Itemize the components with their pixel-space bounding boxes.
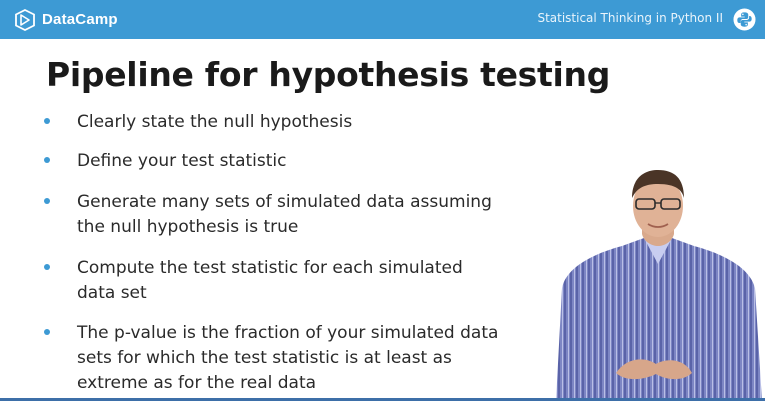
bullet-text: Compute the test statistic for each simu… [77,258,463,303]
bullet-dot-icon [44,264,50,270]
list-item: Define your test statistic [44,149,517,174]
bullet-text: Clearly state the null hypothesis [77,112,353,132]
progress-strip [0,398,765,401]
bullet-text: Define your test statistic [77,151,287,171]
bullet-dot-icon [44,118,50,124]
python-logo-icon[interactable] [733,8,756,31]
brand[interactable]: DataCamp [14,7,118,32]
list-item: Clearly state the null hypothesis [44,110,517,135]
list-item: Generate many sets of simulated data ass… [44,190,507,240]
list-item: The p-value is the fraction of your simu… [44,321,512,396]
top-bar: DataCamp Statistical Thinking in Python … [0,0,765,39]
datacamp-logo-icon [15,8,35,31]
slide: Pipeline for hypothesis testing Clearly … [0,39,765,401]
presenter-video [556,170,762,401]
bullet-text: The p-value is the fraction of your simu… [77,323,499,393]
slide-title: Pipeline for hypothesis testing [46,55,611,94]
bullet-text: Generate many sets of simulated data ass… [77,192,492,237]
brand-name: DataCamp [42,11,118,28]
list-item: Compute the test statistic for each simu… [44,256,482,306]
bullet-dot-icon [44,329,50,335]
bullet-dot-icon [44,157,50,163]
bullet-dot-icon [44,198,50,204]
course-title: Statistical Thinking in Python II [537,11,723,25]
